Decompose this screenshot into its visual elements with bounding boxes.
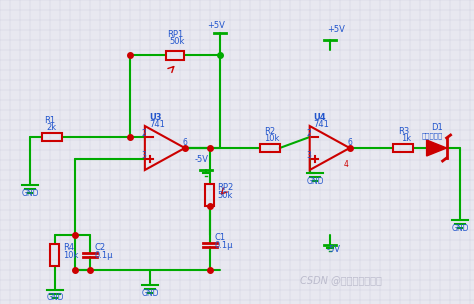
Text: R4: R4 bbox=[63, 243, 74, 252]
Bar bbox=[166, 50, 184, 60]
Text: GND: GND bbox=[142, 289, 159, 298]
Text: 3: 3 bbox=[142, 151, 147, 160]
Text: 741: 741 bbox=[149, 120, 165, 129]
Text: RP1: RP1 bbox=[167, 30, 183, 39]
Text: D1: D1 bbox=[432, 123, 443, 132]
Text: 稳压二极管: 稳压二极管 bbox=[421, 132, 443, 139]
Text: U4: U4 bbox=[314, 113, 326, 122]
Text: 2: 2 bbox=[142, 129, 146, 138]
Text: 2: 2 bbox=[307, 129, 311, 138]
Text: 50k: 50k bbox=[218, 191, 233, 200]
Text: -5V: -5V bbox=[327, 245, 341, 254]
Text: 3: 3 bbox=[307, 151, 311, 160]
Text: GND: GND bbox=[47, 293, 64, 302]
Text: RP2: RP2 bbox=[217, 183, 233, 192]
Text: GND: GND bbox=[452, 224, 469, 233]
Text: 10k: 10k bbox=[264, 134, 279, 143]
Text: U3: U3 bbox=[149, 113, 161, 122]
Text: +5V: +5V bbox=[207, 21, 225, 30]
Text: 6: 6 bbox=[183, 138, 188, 147]
Text: C2: C2 bbox=[95, 243, 106, 252]
Text: 6: 6 bbox=[347, 138, 353, 147]
Bar bbox=[205, 184, 214, 206]
Text: 1k: 1k bbox=[401, 134, 411, 143]
Bar bbox=[392, 144, 412, 152]
Bar bbox=[42, 133, 62, 141]
Text: GND: GND bbox=[307, 177, 324, 186]
Text: 0.1μ: 0.1μ bbox=[215, 241, 233, 250]
Text: 0.1μ: 0.1μ bbox=[95, 251, 113, 260]
Text: 50k: 50k bbox=[170, 37, 185, 46]
Text: 4: 4 bbox=[344, 160, 348, 169]
Bar bbox=[260, 144, 280, 152]
Polygon shape bbox=[427, 140, 447, 156]
Text: CSDN @叶绿体不忘呼吸: CSDN @叶绿体不忘呼吸 bbox=[300, 275, 382, 285]
Text: 741: 741 bbox=[314, 120, 329, 129]
Text: 2k: 2k bbox=[46, 123, 56, 132]
Text: +5V: +5V bbox=[327, 25, 345, 34]
Text: R1: R1 bbox=[44, 116, 55, 125]
Text: -5V: -5V bbox=[195, 155, 209, 164]
Text: R3: R3 bbox=[399, 127, 410, 136]
Text: R2: R2 bbox=[264, 127, 275, 136]
Text: C1: C1 bbox=[215, 233, 226, 242]
Text: GND: GND bbox=[22, 189, 39, 198]
Text: 10k: 10k bbox=[63, 251, 78, 260]
Bar bbox=[50, 244, 59, 266]
